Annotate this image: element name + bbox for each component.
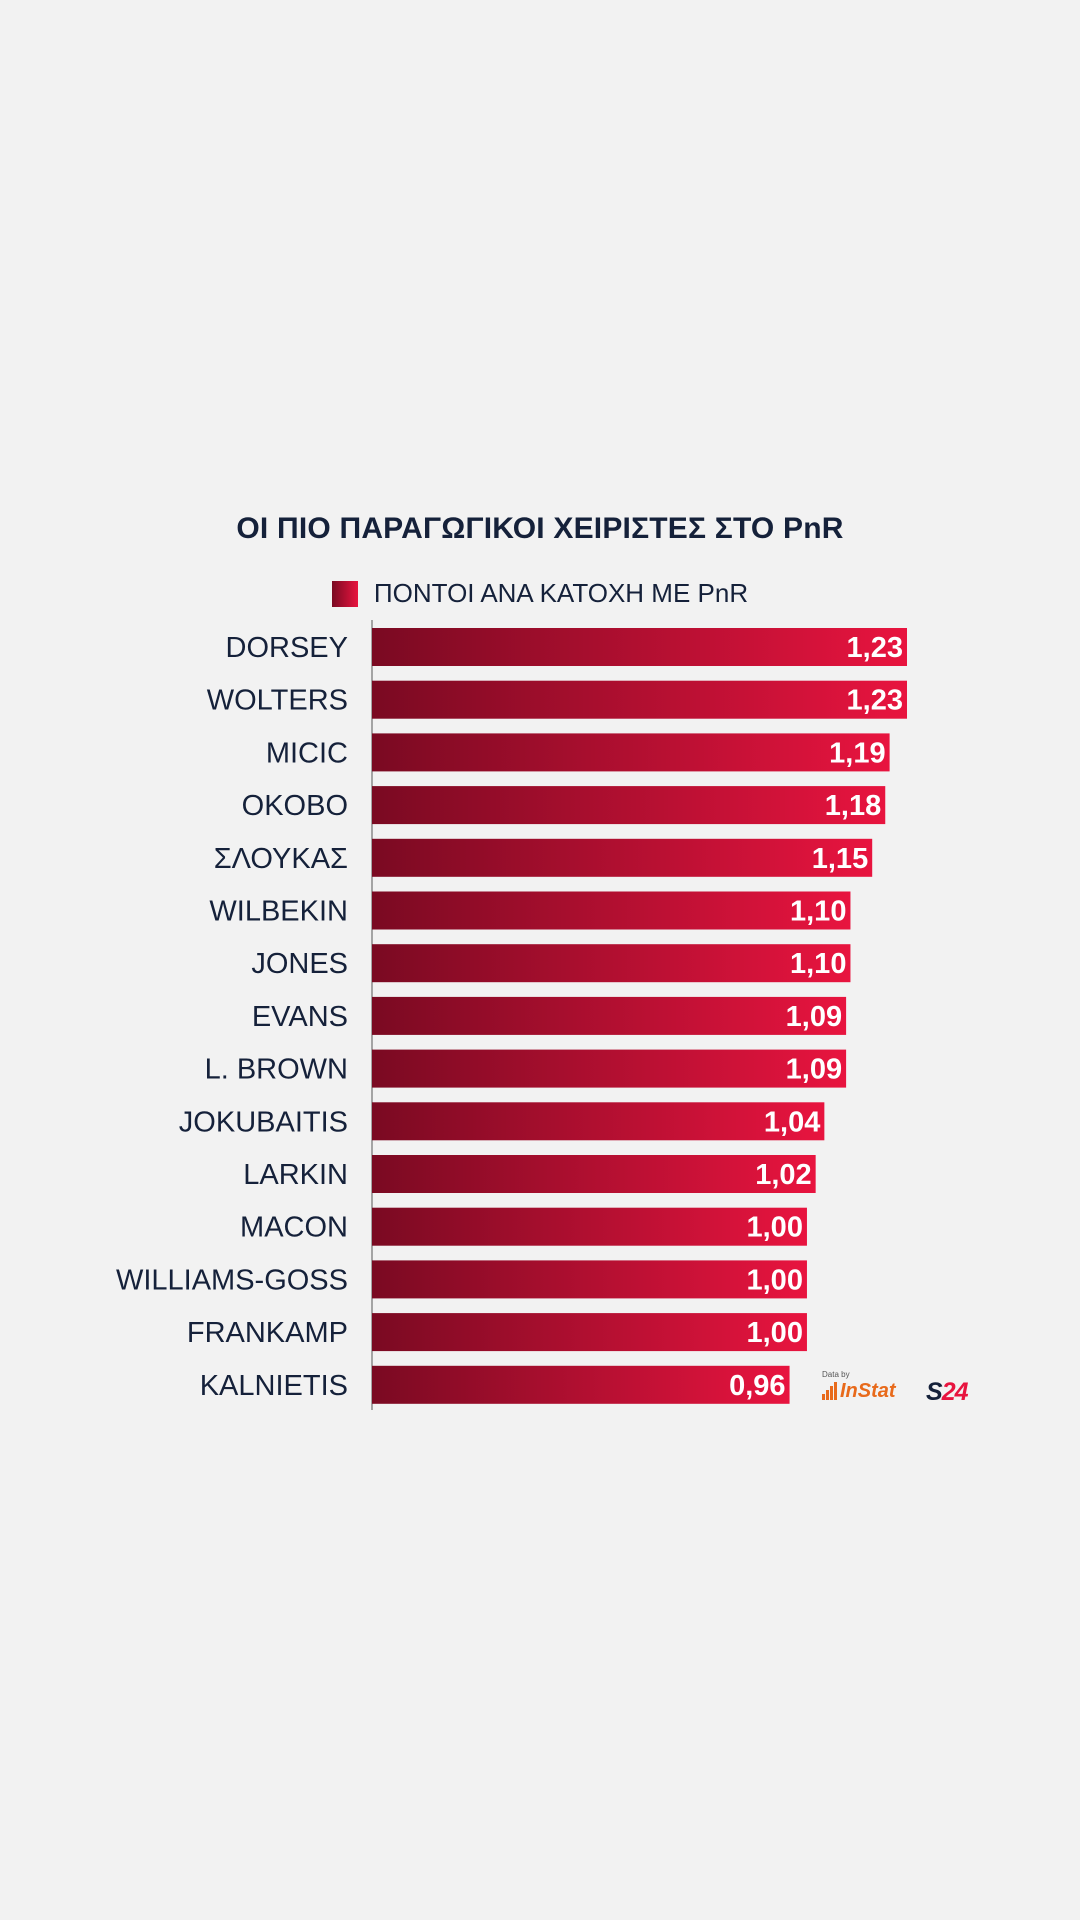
bar-jokubaitis [372, 1102, 825, 1141]
category-label: WOLTERS [207, 685, 348, 717]
category-label: L. BROWN [205, 1054, 348, 1086]
value-label: 1,00 [747, 1317, 803, 1349]
category-label: JONES [251, 948, 348, 980]
bar-wilbekin [372, 891, 851, 930]
instat-wordmark: InStat [840, 1380, 896, 1402]
bar-micic [372, 733, 890, 772]
bar-frankamp [372, 1313, 807, 1352]
legend-label: ΠΟΝΤΟΙ ΑΝΑ ΚΑΤΟΧΗ ΜΕ PnR [373, 578, 749, 608]
bar-wolters [372, 680, 907, 719]
bar-dorsey [372, 628, 907, 666]
bar-l-brown [372, 1049, 847, 1088]
legend: ΠΟΝΤΟΙ ΑΝΑ ΚΑΤΟΧΗ ΜΕ PnR [0, 578, 1080, 609]
category-label: OKOBO [242, 790, 348, 822]
data-by-label: Data by [822, 1370, 850, 1379]
bar-williams-goss [372, 1260, 807, 1299]
bar-chart-icon [822, 1382, 838, 1400]
value-label: 1,10 [790, 896, 846, 928]
value-label: 1,19 [829, 737, 885, 769]
category-label: JOKUBAITIS [179, 1106, 348, 1138]
bar-σλουκας [372, 838, 873, 877]
value-label: 1,10 [790, 948, 846, 980]
brand-logos: Data by InStat S24 [822, 1370, 987, 1410]
category-label: KALNIETIS [200, 1370, 348, 1402]
value-label: 1,09 [786, 1054, 842, 1086]
legend-swatch [331, 580, 358, 607]
category-label: WILLIAMS-GOSS [116, 1264, 348, 1296]
value-label: 1,00 [747, 1212, 803, 1244]
category-label: FRANKAMP [187, 1317, 348, 1349]
chart-title: ΟΙ ΠΙΟ ΠΑΡΑΓΩΓΙΚΟΙ ΧΕΙΡΙΣΤΕΣ ΣΤΟ PnR [236, 512, 844, 545]
bar-jones [372, 944, 851, 983]
category-label: MACON [240, 1212, 348, 1244]
bar-kalnietis [372, 1365, 790, 1404]
category-label: ΣΛΟΥΚΑΣ [214, 843, 348, 875]
s24-number: 24 [941, 1378, 969, 1406]
value-label: 1,00 [747, 1264, 803, 1296]
value-label: 1,04 [764, 1106, 820, 1138]
bar-okobo [372, 786, 886, 825]
instat-logo: InStat [822, 1380, 896, 1402]
value-label: 1,15 [812, 843, 868, 875]
bar-macon [372, 1207, 807, 1246]
bar-evans [372, 996, 847, 1035]
value-label: 0,96 [729, 1370, 785, 1402]
category-label: MICIC [266, 737, 348, 769]
category-label: DORSEY [226, 632, 348, 664]
value-label: 1,09 [786, 1001, 842, 1033]
bar-larkin [372, 1155, 816, 1193]
category-label: EVANS [252, 1001, 348, 1033]
category-label: WILBEKIN [209, 896, 348, 928]
value-label: 1,23 [847, 685, 903, 717]
s24-logo: S24 [926, 1378, 969, 1406]
s24-letter: S [926, 1378, 943, 1406]
value-label: 1,18 [825, 790, 881, 822]
value-label: 1,23 [847, 632, 903, 664]
value-label: 1,02 [755, 1159, 811, 1191]
category-label: LARKIN [243, 1159, 348, 1191]
